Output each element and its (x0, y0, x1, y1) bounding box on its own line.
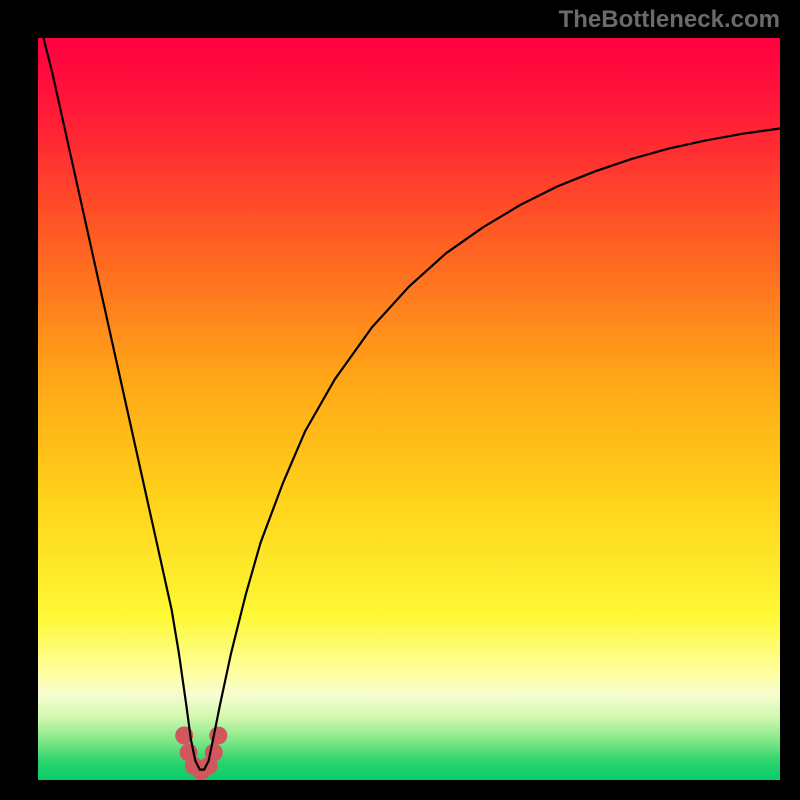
valley-dot (205, 744, 223, 762)
chart-svg (38, 38, 780, 780)
chart-plot-area (38, 38, 780, 780)
watermark-text: TheBottleneck.com (559, 6, 780, 34)
